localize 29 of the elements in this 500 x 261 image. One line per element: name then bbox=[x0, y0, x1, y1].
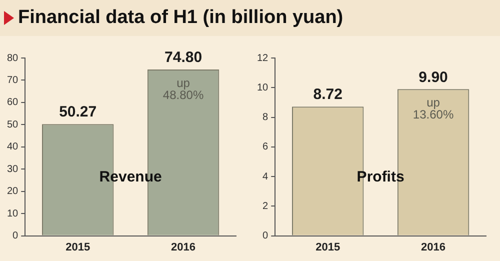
x-tick-label: 2015 bbox=[66, 241, 90, 254]
x-tick-label: 2016 bbox=[171, 241, 196, 254]
data-label: 9.90 bbox=[418, 68, 448, 86]
annotation: up 13.60% bbox=[412, 95, 454, 122]
y-tick-label: 10 bbox=[7, 208, 19, 220]
y-tick-label: 70 bbox=[7, 74, 19, 86]
annotation: up 48.80% bbox=[162, 76, 204, 102]
y-tick-label: 4 bbox=[262, 171, 269, 182]
y-tick-label: 30 bbox=[7, 164, 19, 175]
y-tick-label: 80 bbox=[7, 52, 19, 64]
chart-title: Financial data of H1 (in billion yuan) bbox=[18, 7, 344, 29]
x-tick-label: 2016 bbox=[421, 241, 446, 254]
data-label: 50.27 bbox=[59, 104, 97, 121]
y-tick-label: 0 bbox=[12, 230, 19, 242]
x-tick-label: 2015 bbox=[316, 241, 340, 254]
y-tick-label: 8 bbox=[262, 112, 269, 124]
y-tick-label: 20 bbox=[7, 186, 19, 198]
y-tick-label: 40 bbox=[7, 142, 19, 153]
y-tick-label: 6 bbox=[262, 142, 269, 153]
annotation: Revenue bbox=[99, 168, 162, 186]
data-label: 8.72 bbox=[313, 86, 342, 104]
data-label: 74.80 bbox=[164, 49, 202, 66]
y-tick-label: 12 bbox=[257, 52, 269, 64]
y-tick-label: 50 bbox=[7, 119, 19, 130]
y-tick-label: 60 bbox=[7, 97, 19, 108]
y-tick-label: 0 bbox=[262, 230, 269, 242]
y-tick-label: 2 bbox=[262, 200, 269, 212]
y-tick-label: 10 bbox=[257, 82, 269, 94]
annotation: Profits bbox=[356, 168, 404, 186]
